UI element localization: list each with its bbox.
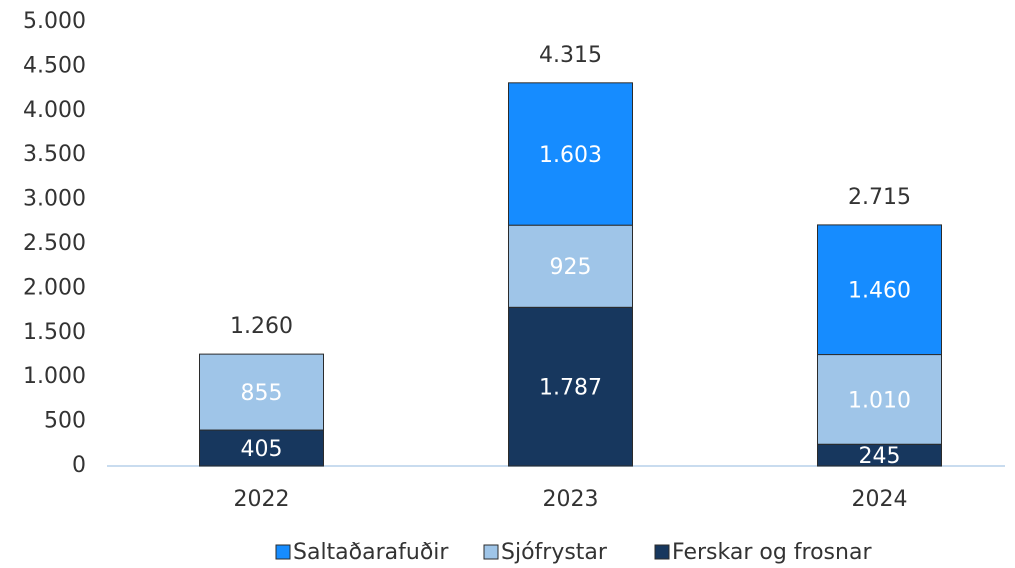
y-tick-label: 2.000	[23, 275, 86, 300]
y-tick-label: 500	[44, 409, 86, 434]
legend-label: Ferskar og frosnar	[672, 540, 872, 565]
y-tick-label: 3.500	[23, 142, 86, 167]
data-label: 855	[241, 381, 283, 406]
bar-segment	[508, 224, 633, 308]
x-tick-label: 2024	[852, 487, 908, 512]
total-label: 4.315	[539, 43, 602, 68]
legend-swatch	[483, 544, 499, 560]
data-label: 1.787	[539, 376, 602, 401]
legend-swatch	[275, 544, 291, 560]
total-label: 1.260	[230, 314, 293, 339]
legend-label: Sjófrystar	[501, 540, 608, 565]
bar-segment	[508, 82, 633, 226]
data-label: 245	[859, 444, 901, 469]
y-tick-label: 4.500	[23, 53, 86, 78]
data-label: 925	[550, 255, 592, 280]
x-tick-label: 2023	[543, 487, 599, 512]
data-label: 1.460	[848, 279, 911, 304]
bar-segment	[199, 353, 324, 431]
y-tick-label: 1.000	[23, 364, 86, 389]
data-label: 405	[241, 437, 283, 462]
bar-segment	[817, 224, 942, 356]
bar-segment	[817, 354, 942, 445]
x-tick-label: 2022	[234, 487, 290, 512]
bar-segment	[199, 429, 324, 467]
data-label: 1.010	[848, 388, 911, 413]
y-tick-label: 0	[72, 453, 86, 478]
data-label: 1.603	[539, 143, 602, 168]
total-label: 2.715	[848, 185, 911, 210]
y-tick-label: 4.000	[23, 98, 86, 123]
y-tick-label: 2.500	[23, 231, 86, 256]
y-tick-label: 1.500	[23, 320, 86, 345]
bar-segment	[508, 306, 633, 467]
y-tick-label: 5.000	[23, 9, 86, 34]
legend-label: Saltaðarafuðir	[293, 540, 449, 565]
legend-swatch	[654, 544, 670, 560]
y-tick-label: 3.000	[23, 187, 86, 212]
